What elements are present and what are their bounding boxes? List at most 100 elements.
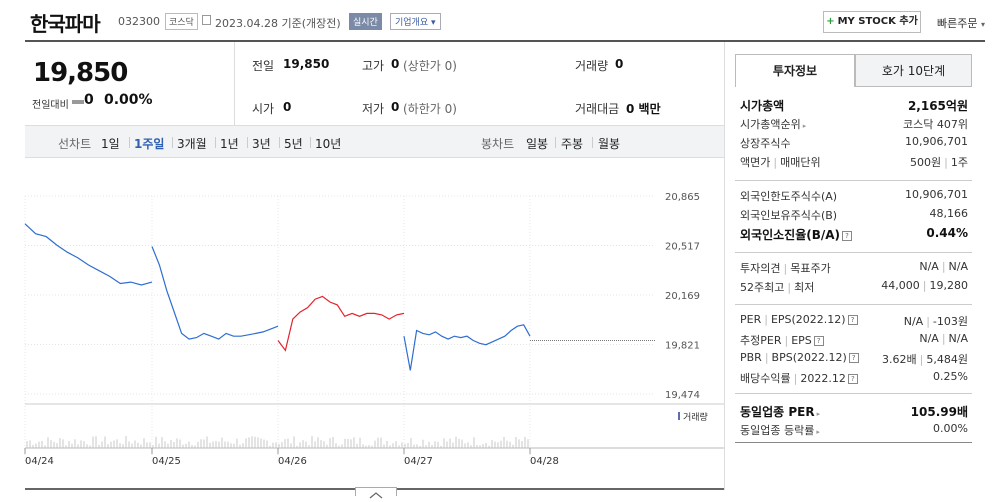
- market-badge: 코스닥: [165, 13, 198, 30]
- invest-row-label: 액면가 | 매매단위: [740, 154, 821, 170]
- candle-period-2[interactable]: 월봉: [598, 137, 621, 151]
- price-chart[interactable]: 20,865 20,517 20,169 19,821 19,474 거래량 04/24 04…: [0, 158, 724, 488]
- price-series-line: [277, 295, 405, 352]
- chevron-right-icon: ▸: [802, 122, 807, 130]
- label-text-2: EPS(2022.12): [770, 313, 846, 326]
- value-text-2: -103원: [932, 315, 968, 328]
- pipe-divider: |: [793, 372, 798, 385]
- label-text-2: BPS(2022.12): [771, 351, 847, 364]
- invest-row-value: 10,906,701: [905, 135, 968, 148]
- open-label: 시가: [252, 102, 275, 116]
- invest-row-label: 투자의견 | 목표주가: [740, 260, 831, 276]
- x-tick-label: 04/26: [278, 456, 307, 467]
- chevron-right-icon: ▸: [816, 410, 821, 418]
- prev-close-label: 전일: [252, 59, 275, 73]
- pipe-divider: |: [773, 156, 778, 169]
- value-text: 0.44%: [926, 226, 968, 240]
- candle-period-1[interactable]: 주봉: [561, 137, 584, 151]
- label-text: 배당수익률: [740, 372, 791, 385]
- value-text: 2,165억원: [907, 99, 968, 113]
- volume-label: 거래량: [575, 59, 609, 73]
- label-text-2: 매매단위: [780, 156, 821, 169]
- pipe-divider: |: [783, 262, 788, 275]
- tab-order-book[interactable]: 호가 10단계: [855, 54, 972, 87]
- invest-divider: [735, 252, 972, 253]
- pipe-divider: |: [941, 332, 946, 345]
- pipe-divider: |: [764, 313, 768, 326]
- pipe-divider: |: [919, 353, 924, 366]
- value-text-2: N/A: [948, 332, 968, 345]
- price-divider: [234, 42, 235, 125]
- chart-border: [724, 42, 725, 490]
- company-name: 한국파마: [30, 12, 101, 36]
- calendar-icon: [202, 15, 211, 25]
- invest-divider: [735, 393, 972, 394]
- period-separator: [592, 137, 593, 148]
- value-text: 500원: [910, 156, 942, 169]
- invest-row-value: N/A | -103원: [904, 313, 968, 329]
- x-tick-label: 04/24: [25, 456, 54, 467]
- period-separator: [310, 137, 311, 148]
- price-series-line: [24, 223, 153, 286]
- invest-row-label[interactable]: 동일업종 PER ▸: [740, 403, 820, 420]
- value-text-2: 5,484원: [926, 353, 968, 366]
- invest-row-value: 0.00%: [933, 422, 968, 435]
- invest-row-label: 외국인소진율(B/A)?: [740, 226, 853, 243]
- chevron-up-icon: [369, 492, 383, 499]
- x-tick-label: 04/25: [152, 456, 181, 467]
- help-icon[interactable]: ?: [847, 315, 858, 325]
- pipe-divider: |: [764, 351, 769, 364]
- help-icon[interactable]: ?: [847, 374, 858, 384]
- period-5[interactable]: 5년: [284, 137, 303, 151]
- y-tick-label: 19,474: [665, 390, 700, 401]
- pipe-divider: |: [926, 315, 930, 328]
- help-icon[interactable]: ?: [813, 336, 824, 346]
- pipe-divider: |: [941, 260, 946, 273]
- prev-close-value: 19,850: [283, 57, 330, 71]
- period-6[interactable]: 10년: [315, 137, 342, 151]
- value-text: N/A: [903, 315, 924, 328]
- add-mystock-label: MY STOCK 추가: [837, 16, 918, 27]
- invest-row-label: PER | EPS(2022.12)?: [740, 313, 858, 326]
- line-chart-label: 선차트: [58, 137, 92, 151]
- help-icon[interactable]: ?: [848, 353, 859, 363]
- period-4[interactable]: 3년: [252, 137, 271, 151]
- add-mystock-button[interactable]: + MY STOCK 추가: [823, 11, 921, 33]
- value-text: 0.25%: [933, 370, 968, 383]
- open-value: 0: [283, 100, 292, 114]
- value-text: N/A: [919, 332, 939, 345]
- stats-divider: [25, 125, 724, 126]
- collapse-handle[interactable]: [355, 487, 397, 499]
- label-text: 시가총액순위: [740, 118, 801, 131]
- period-2[interactable]: 3개월: [177, 137, 207, 151]
- period-3[interactable]: 1년: [220, 137, 239, 151]
- realtime-badge[interactable]: 실시간: [349, 13, 382, 30]
- tab-invest-info[interactable]: 투자정보: [735, 54, 855, 87]
- invest-row-label[interactable]: 시가총액순위 ▸: [740, 116, 806, 132]
- invest-row-value: 44,000 | 19,280: [881, 279, 968, 292]
- quick-order-button[interactable]: 빠른주문 ▾: [937, 15, 985, 31]
- pipe-divider: |: [787, 281, 792, 294]
- label-text: 시가총액: [740, 99, 785, 113]
- help-icon[interactable]: ?: [842, 231, 853, 241]
- label-text: 52주최고: [740, 281, 785, 294]
- invest-row-label: 52주최고 | 최저: [740, 279, 814, 295]
- label-text-2: 최저: [794, 281, 815, 294]
- change-label: 전일대비: [32, 100, 69, 111]
- invest-row-value: 0.44%: [926, 226, 968, 240]
- invest-row-label[interactable]: 동일업종 등락률 ▸: [740, 422, 820, 438]
- period-0[interactable]: 1일: [101, 137, 120, 151]
- value-text: 10,906,701: [905, 135, 968, 148]
- value-text: N/A: [919, 260, 939, 273]
- plus-icon: +: [826, 16, 835, 27]
- label-text: 투자의견: [740, 262, 781, 275]
- candle-period-0[interactable]: 일봉: [526, 137, 549, 151]
- y-tick-label: 20,169: [665, 291, 700, 302]
- base-date: 2023.04.28 기준(개장전): [215, 17, 341, 30]
- invest-row-value: 105.99배: [911, 403, 968, 420]
- volume-legend-label: 거래량: [683, 411, 708, 423]
- invest-row-label: 추정PER | EPS?: [740, 332, 824, 348]
- company-overview-button[interactable]: 기업개요 ▾: [390, 13, 441, 30]
- period-1[interactable]: 1주일: [134, 137, 165, 151]
- y-tick-label: 20,865: [665, 192, 700, 203]
